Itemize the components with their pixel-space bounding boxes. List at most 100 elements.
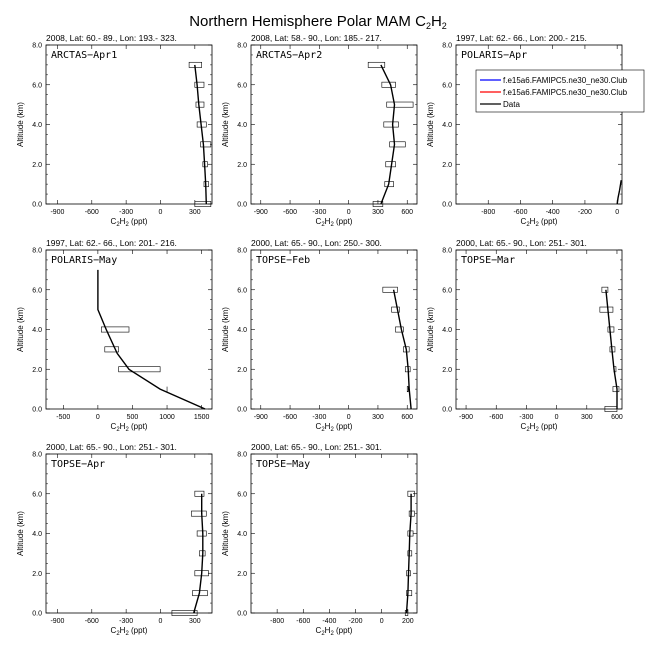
- y-tick-label: 8.0: [237, 452, 247, 459]
- x-tick-label: -600: [85, 209, 99, 216]
- legend: f.e15a6.FAMIPC5.ne30_ne30.Club f.e15a6.F…: [475, 69, 645, 113]
- panel-header: 2008, Lat: 60.- 89., Lon: 193.- 323.: [46, 33, 177, 43]
- plot-frame: [45, 44, 213, 205]
- y-tick-label: 2.0: [237, 162, 247, 169]
- x-tick-label: -300: [119, 618, 133, 625]
- y-tick-label: 2.0: [442, 367, 452, 374]
- x-tick-label: -400: [546, 209, 560, 216]
- y-axis-label: Altitude (km): [221, 102, 230, 147]
- y-tick-label: 4.0: [32, 327, 42, 334]
- data-range-box: [391, 306, 400, 313]
- x-tick-label: 600: [611, 414, 623, 421]
- x-axis-label: C2H2 (ppt): [111, 422, 148, 433]
- x-tick-label: 0: [96, 414, 100, 421]
- y-tick-label: 0.0: [442, 407, 452, 414]
- y-tick-label: 4.0: [237, 122, 247, 129]
- data-range-box: [200, 141, 212, 148]
- y-tick-label: 4.0: [32, 122, 42, 129]
- x-axis-label-part: C: [111, 626, 117, 635]
- y-tick-label: 2.0: [442, 162, 452, 169]
- data-range-box: [406, 590, 413, 597]
- y-tick-label: 0.0: [237, 611, 247, 618]
- y-axis-label: Altitude (km): [221, 511, 230, 556]
- x-axis-label-part: H: [120, 626, 126, 635]
- data-range-box: [372, 201, 384, 207]
- x-tick-label: -300: [119, 209, 133, 216]
- x-tick-label: 0: [159, 209, 163, 216]
- y-tick-label: 2.0: [237, 367, 247, 374]
- x-tick-label: -300: [312, 209, 326, 216]
- panel-4: 1997, Lat: 62.- 66., Lon: 201.- 216. POLA…: [16, 238, 213, 433]
- data-range-box: [194, 201, 212, 207]
- x-tick-label: 600: [401, 209, 413, 216]
- x-tick-label: 0: [380, 618, 384, 625]
- plot-frame: [250, 249, 418, 410]
- data-range-box: [118, 366, 161, 373]
- x-axis-label-part: C: [521, 422, 527, 431]
- x-axis-label-part: C: [521, 217, 527, 226]
- panel-header: 1997, Lat: 62.- 66., Lon: 200.- 215.: [456, 33, 587, 43]
- y-tick-label: 2.0: [32, 162, 42, 169]
- y-tick-label: 6.0: [32, 287, 42, 294]
- x-axis-label-part: C: [111, 422, 117, 431]
- x-axis-label-part: 2: [321, 222, 325, 228]
- x-axis-label-part: (ppt): [129, 626, 148, 635]
- panel-header: 2000, Lat: 65.- 90., Lon: 250.- 300.: [251, 238, 382, 248]
- panel-name: TOPSE−Apr: [51, 459, 105, 470]
- panel-1: 2008, Lat: 60.- 89., Lon: 193.- 323. ARCT…: [16, 33, 213, 228]
- x-tick-label: 300: [189, 618, 201, 625]
- data-series-line: [616, 180, 622, 205]
- x-axis-label-part: H: [325, 217, 331, 226]
- x-axis-label-part: (ppt): [334, 422, 353, 431]
- x-axis-label-part: C: [316, 422, 322, 431]
- x-axis-label: C2H2 (ppt): [111, 217, 148, 228]
- plot-frame: [455, 44, 623, 205]
- panel-header: 2000, Lat: 65.- 90., Lon: 251.- 301.: [456, 238, 587, 248]
- x-axis-label-part: 2: [526, 427, 530, 433]
- x-axis-label-part: H: [530, 217, 536, 226]
- legend-label-3: Data: [503, 100, 520, 109]
- x-tick-label: -600: [489, 414, 503, 421]
- x-axis-label-part: C: [111, 217, 117, 226]
- plot-frame: [455, 249, 623, 410]
- figure-title: Northern Hemisphere Polar MAM C2H2: [189, 13, 447, 31]
- panel-header: 1997, Lat: 62.- 66., Lon: 201.- 216.: [46, 238, 177, 248]
- x-tick-label: -300: [519, 414, 533, 421]
- x-tick-label: -800: [270, 618, 284, 625]
- y-axis-label: Altitude (km): [426, 102, 435, 147]
- x-axis-label-part: H: [530, 422, 536, 431]
- data-range-box: [101, 326, 130, 333]
- x-axis-label-part: 2: [330, 631, 334, 637]
- y-tick-label: 6.0: [32, 82, 42, 89]
- x-axis-label-part: 2: [125, 222, 129, 228]
- x-tick-label: 300: [189, 209, 201, 216]
- panel-name: POLARIS−Apr: [461, 50, 527, 61]
- x-axis-label-part: (ppt): [539, 422, 558, 431]
- y-tick-label: 0.0: [32, 202, 42, 209]
- data-range-box: [381, 81, 396, 88]
- x-axis-label-part: (ppt): [539, 217, 558, 226]
- y-tick-label: 4.0: [442, 122, 452, 129]
- data-series-line: [605, 289, 618, 409]
- x-tick-label: 1500: [194, 414, 210, 421]
- data-range-box: [367, 61, 386, 68]
- x-axis-label: C2H2 (ppt): [521, 217, 558, 228]
- x-axis-label-part: (ppt): [129, 217, 148, 226]
- legend-label-1: f.e15a6.FAMIPC5.ne30_ne30.Club: [503, 76, 628, 85]
- y-axis-label: Altitude (km): [426, 307, 435, 352]
- data-range-box: [389, 141, 406, 148]
- panel-6: 2000, Lat: 65.- 90., Lon: 251.- 301. TOPS…: [426, 238, 623, 433]
- x-axis-label-part: C: [316, 217, 322, 226]
- data-series-line: [193, 493, 204, 614]
- x-tick-label: -900: [254, 209, 268, 216]
- x-axis-label: C2H2 (ppt): [521, 422, 558, 433]
- x-axis-label-part: (ppt): [129, 422, 148, 431]
- panel-name: TOPSE−Feb: [256, 255, 310, 266]
- x-axis-label-part: 2: [330, 427, 334, 433]
- panel-2: 2008, Lat: 58.- 90., Lon: 185.- 217. ARCT…: [221, 33, 418, 228]
- y-tick-label: 0.0: [237, 407, 247, 414]
- title-subscript-2: 2: [442, 21, 447, 31]
- x-axis-label-part: 2: [321, 631, 325, 637]
- data-range-box: [599, 306, 614, 313]
